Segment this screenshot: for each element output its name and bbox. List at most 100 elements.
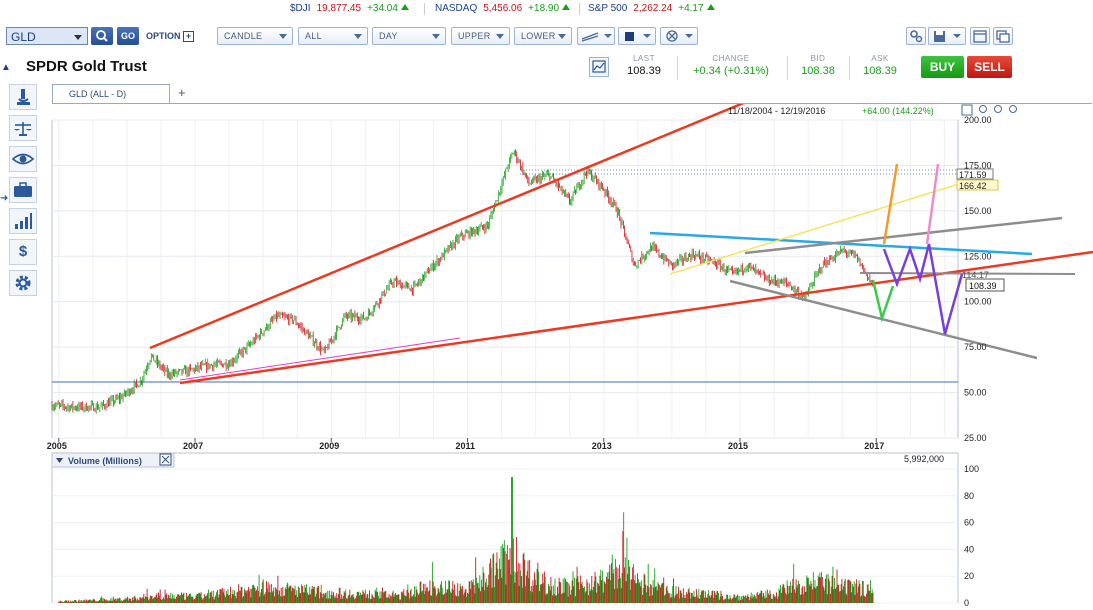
time-tick-label: 2017 (864, 441, 884, 451)
research-button[interactable] (9, 84, 37, 110)
price-tick-label: 175.00 (964, 160, 992, 170)
gray-lower-channel (729, 279, 1038, 360)
watchlist-button[interactable] (9, 146, 37, 172)
floppy-disk-icon (934, 31, 961, 42)
price-chart[interactable]: 11/18/2004 - 12/19/2016 +64.00 (144.22%)… (0, 104, 1093, 610)
zoom-out-icon[interactable] (994, 105, 1002, 113)
calendar-button[interactable] (970, 27, 990, 45)
tab-divider (52, 103, 1092, 104)
ticker-dji[interactable]: $DJI 19,877.45 +34.04 (290, 3, 409, 14)
time-tick-label: 2009 (319, 441, 339, 451)
divider (424, 3, 425, 15)
gray-upper-channel (744, 216, 1063, 255)
ticker-nasdaq[interactable]: NASDAQ 5,456.06 +18.90 (435, 3, 571, 14)
divider (849, 56, 850, 80)
option-toggle[interactable]: OPTION + (146, 31, 195, 42)
left-toolbar: $ (9, 84, 37, 301)
compare-button[interactable] (589, 57, 609, 77)
chart-type-value: CANDLE (224, 31, 263, 41)
draw-tools-button[interactable] (577, 27, 615, 45)
zoom-controls (961, 104, 1017, 116)
search-icon (96, 30, 108, 42)
quote-ask: ASK 108.39 (854, 54, 906, 77)
ticker-change: +4.17 (678, 3, 704, 14)
settings-button[interactable] (9, 270, 37, 296)
bookmark-icon[interactable]: ▲ (1, 62, 11, 73)
microscope-icon (17, 89, 30, 105)
volume-tick-label: 80 (964, 491, 974, 501)
ticker-change: +34.04 (367, 3, 398, 14)
ticker-sp500[interactable]: S&P 500 2,262.24 +4.17 (588, 3, 715, 14)
fit-icon[interactable] (961, 104, 973, 116)
ticker-name: $DJI (290, 3, 311, 14)
time-tick-label: 2013 (592, 441, 612, 451)
price-tag-box (956, 168, 994, 180)
up-arrow-icon (562, 4, 571, 10)
upper-trendline (149, 104, 745, 350)
eye-icon (11, 153, 35, 165)
period-value: DAY (379, 31, 398, 41)
gear-icon (15, 275, 31, 291)
zoom-in-icon[interactable] (979, 105, 987, 113)
option-label: OPTION (146, 31, 181, 41)
draw-lines-icon (581, 32, 612, 42)
search-button[interactable] (91, 27, 113, 45)
calendar-icon (973, 30, 987, 43)
up-arrow-icon (400, 4, 409, 10)
expand-arrow-icon[interactable]: ➜ (0, 193, 9, 204)
price-tick-label: 25.00 (964, 433, 987, 443)
chart-compare-icon (592, 60, 606, 73)
magenta-trendline (179, 337, 461, 381)
color-select-button[interactable] (618, 27, 656, 45)
range-value: ALL (305, 31, 322, 41)
yellow-trendline (669, 181, 966, 275)
volume-tick-label: 40 (964, 544, 974, 554)
chart-date-range: 11/18/2004 - 12/19/2016 (728, 106, 825, 116)
green-projection (871, 279, 895, 323)
chevron-down-icon (354, 34, 362, 39)
orange-projection (882, 163, 899, 245)
indicators-button[interactable] (9, 208, 37, 234)
time-tick-label: 2011 (456, 441, 476, 451)
popout-button[interactable] (993, 27, 1013, 45)
scale-icon (14, 122, 32, 136)
cancel-icon (666, 30, 693, 42)
zoom-reset-icon[interactable] (1009, 105, 1017, 113)
square-color-icon (625, 32, 651, 41)
close-icon (161, 455, 170, 464)
save-button[interactable] (928, 27, 966, 45)
settings-tools-button[interactable] (906, 27, 926, 45)
sell-button[interactable]: SELL (967, 56, 1012, 78)
range-select[interactable]: ALL (298, 27, 368, 45)
price-pane (51, 119, 959, 439)
period-select[interactable]: DAY (372, 27, 446, 45)
trade-button[interactable]: $ (9, 239, 37, 265)
price-tick-label: 100.00 (964, 297, 992, 307)
last-value: 108.39 (627, 65, 661, 77)
volume-title: Volume (Millions) (68, 456, 142, 466)
tab-gld-chart[interactable]: GLD (ALL - D) (52, 84, 170, 103)
chart-toolbar: GLD GO OPTION + CANDLE ALL DAY UPPER LOW… (0, 24, 1093, 50)
pink-projection (925, 163, 940, 245)
change-label: CHANGE (712, 54, 750, 63)
chevron-down-icon (496, 34, 504, 39)
chart-type-select[interactable]: CANDLE (217, 27, 293, 45)
lower-indicator-select[interactable]: LOWER (514, 27, 572, 45)
price-tag-box (956, 179, 999, 191)
volume-tick-label: 0 (964, 598, 969, 608)
buy-button[interactable]: BUY (921, 56, 964, 78)
compare-tool-button[interactable] (9, 115, 37, 141)
purple-projection (882, 243, 964, 335)
divider (579, 3, 580, 15)
symbol-input[interactable]: GLD (6, 27, 88, 45)
price-candles (51, 149, 873, 414)
volume-tick-label: 100 (964, 464, 979, 474)
add-tab-button[interactable]: + (178, 85, 186, 100)
clear-drawings-button[interactable] (660, 27, 698, 45)
go-button[interactable]: GO (117, 27, 139, 45)
portfolio-button[interactable] (9, 177, 37, 203)
chart-range-change: +64.00 (144.22%) (862, 106, 934, 116)
plus-icon: + (183, 31, 195, 42)
chevron-down-icon[interactable] (56, 458, 63, 463)
upper-indicator-select[interactable]: UPPER (451, 27, 510, 45)
